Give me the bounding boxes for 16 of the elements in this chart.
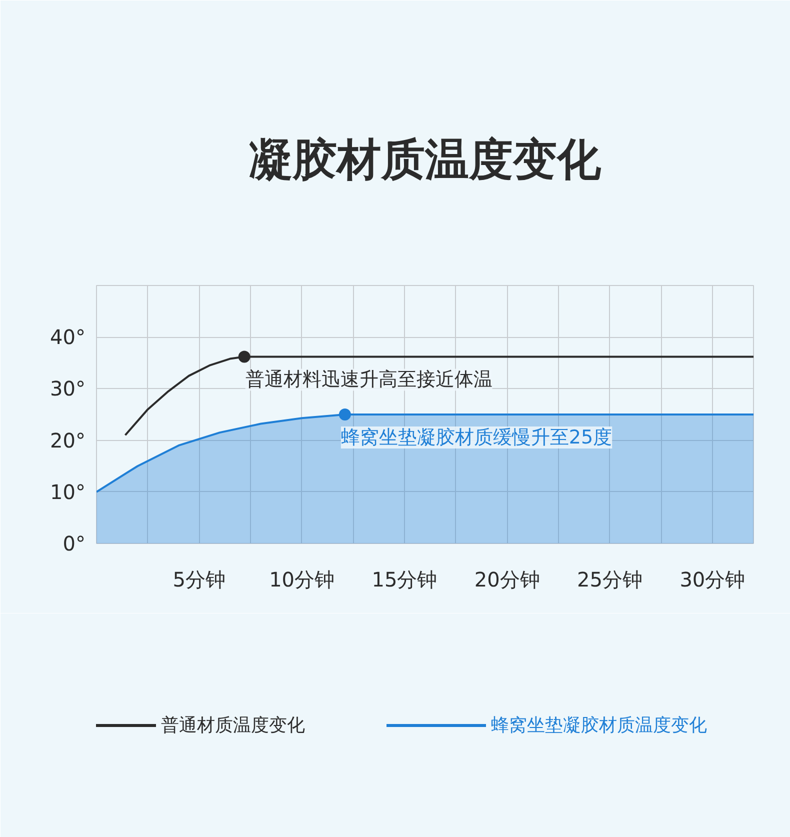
x-tick-label: 15分钟: [372, 568, 438, 592]
text: 普通材质温度变化: [161, 714, 305, 737]
y-tick-label: 40°: [50, 325, 86, 350]
y-tick-label: 20°: [50, 428, 86, 452]
x-tick-label: 5分钟: [172, 568, 226, 592]
annotation: 蜂窝坐垫凝胶材质缓慢升至25度: [340, 426, 612, 448]
x-tick-label: 25分钟: [577, 568, 643, 592]
annotation: 普通材料迅速升高至接近体温: [245, 368, 492, 391]
chart-title: 凝胶材质温度变化: [249, 134, 602, 186]
text: 蜂窝坐垫凝胶材质温度变化: [491, 714, 707, 737]
x-tick-label: 20分钟: [474, 568, 540, 592]
x-tick-label: 10分钟: [269, 568, 335, 592]
x-tick-label: 30分钟: [680, 568, 746, 592]
y-tick-label: 0°: [62, 532, 86, 556]
y-tick-label: 30°: [50, 376, 86, 401]
y-tick-label: 10°: [50, 480, 86, 504]
